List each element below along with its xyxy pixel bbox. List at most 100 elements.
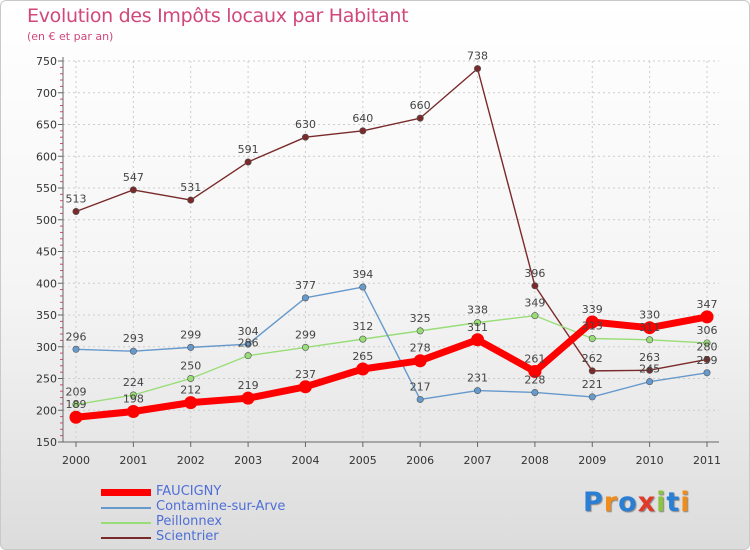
data-labels: 189 198 212 219 237 265 278 311 261 339 330 347 296 2… xyxy=(66,50,718,412)
data-point xyxy=(301,294,309,302)
y-tick-label: 700 xyxy=(36,87,57,100)
data-point xyxy=(700,310,714,324)
data-label: 630 xyxy=(295,118,316,131)
data-label: 311 xyxy=(467,321,488,334)
y-tick-label: 300 xyxy=(36,341,57,354)
data-label: 299 xyxy=(295,328,316,341)
data-point xyxy=(359,335,367,343)
data-label: 347 xyxy=(697,298,718,311)
data-label: 280 xyxy=(697,340,718,353)
data-point xyxy=(359,283,367,291)
data-label: 228 xyxy=(524,373,545,386)
data-point xyxy=(416,395,424,403)
data-label: 306 xyxy=(697,324,718,337)
data-point xyxy=(416,327,424,335)
data-label: 286 xyxy=(238,337,259,350)
legend-item: FAUCIGNY xyxy=(101,484,401,500)
data-point xyxy=(588,367,596,375)
chart-title: Evolution des Impôts locaux par Habitant xyxy=(27,5,409,27)
data-point xyxy=(588,393,596,401)
y-tick-label: 500 xyxy=(36,214,57,227)
series-line-faucigny xyxy=(72,313,711,421)
y-tick-label: 400 xyxy=(36,277,57,290)
data-point xyxy=(129,391,137,399)
data-point xyxy=(703,339,711,347)
data-point xyxy=(531,312,539,320)
data-label: 513 xyxy=(66,192,87,205)
y-tick-label: 750 xyxy=(36,55,57,68)
y-tick-label: 200 xyxy=(36,404,57,417)
x-tick-label: 2003 xyxy=(234,454,262,467)
data-point xyxy=(531,282,539,290)
x-tick-label: 2009 xyxy=(578,454,606,467)
data-point xyxy=(474,319,482,327)
data-label: 217 xyxy=(410,380,431,393)
data-label: 738 xyxy=(467,50,488,63)
x-tick-label: 2007 xyxy=(464,454,492,467)
data-label: 262 xyxy=(582,352,603,365)
x-tick-label: 2001 xyxy=(119,454,147,467)
proxiti-logo: Proxiti xyxy=(583,487,691,518)
data-point xyxy=(643,321,657,335)
data-point xyxy=(301,343,309,351)
data-point xyxy=(298,380,312,394)
y-tick-label: 350 xyxy=(36,309,57,322)
data-label: 313 xyxy=(582,319,603,332)
axes: 150 200 250 300 350 400 450 500 550 600 650 700 750 2… xyxy=(36,55,721,467)
data-point xyxy=(703,369,711,377)
data-label: 547 xyxy=(123,171,144,184)
data-point xyxy=(531,388,539,396)
x-tick-label: 2008 xyxy=(521,454,549,467)
grid xyxy=(63,60,719,443)
data-point xyxy=(72,207,80,215)
data-point xyxy=(359,127,367,135)
data-point xyxy=(187,374,195,382)
data-label: 259 xyxy=(697,354,718,367)
data-label: 299 xyxy=(180,328,201,341)
data-label: 245 xyxy=(639,363,660,376)
data-point xyxy=(646,378,654,386)
data-label: 338 xyxy=(467,304,488,317)
data-point xyxy=(126,405,140,419)
data-label: 296 xyxy=(66,330,87,343)
data-point xyxy=(528,365,542,379)
data-label: 209 xyxy=(66,386,87,399)
data-label: 312 xyxy=(352,320,373,333)
data-point xyxy=(244,340,252,348)
x-tick-label: 2005 xyxy=(349,454,377,467)
data-label: 660 xyxy=(410,99,431,112)
data-point xyxy=(129,347,137,355)
data-label: 330 xyxy=(639,309,660,322)
data-label: 278 xyxy=(410,342,431,355)
series-line-contamine-sur-arve xyxy=(75,286,708,401)
data-point xyxy=(187,343,195,351)
legend-item: Peillonnex xyxy=(101,514,401,530)
data-point xyxy=(244,352,252,360)
data-label: 640 xyxy=(352,112,373,125)
data-point xyxy=(585,315,599,329)
line-chart: 150 200 250 300 350 400 450 500 550 600 650 700 750 2… xyxy=(36,50,721,467)
y-tick-label: 450 xyxy=(36,246,57,259)
data-point xyxy=(72,401,80,409)
data-point xyxy=(474,65,482,73)
series-line-scientrier xyxy=(75,67,708,372)
data-point xyxy=(646,336,654,344)
data-point xyxy=(129,186,137,194)
legend-label: FAUCIGNY xyxy=(156,484,222,499)
data-label: 394 xyxy=(352,268,373,281)
y-tick-label: 550 xyxy=(36,182,57,195)
data-label: 377 xyxy=(295,279,316,292)
data-label: 219 xyxy=(238,379,259,392)
data-label: 189 xyxy=(66,398,87,411)
legend-swatch xyxy=(101,537,151,539)
legend-swatch xyxy=(101,522,151,524)
data-label: 311 xyxy=(639,321,660,334)
data-label: 224 xyxy=(123,376,144,389)
y-tick-label: 650 xyxy=(36,119,57,132)
data-label: 261 xyxy=(524,353,545,366)
data-label: 325 xyxy=(410,312,431,325)
y-tick-label: 150 xyxy=(36,436,57,449)
legend-label: Peillonnex xyxy=(156,514,223,529)
data-point xyxy=(244,158,252,166)
